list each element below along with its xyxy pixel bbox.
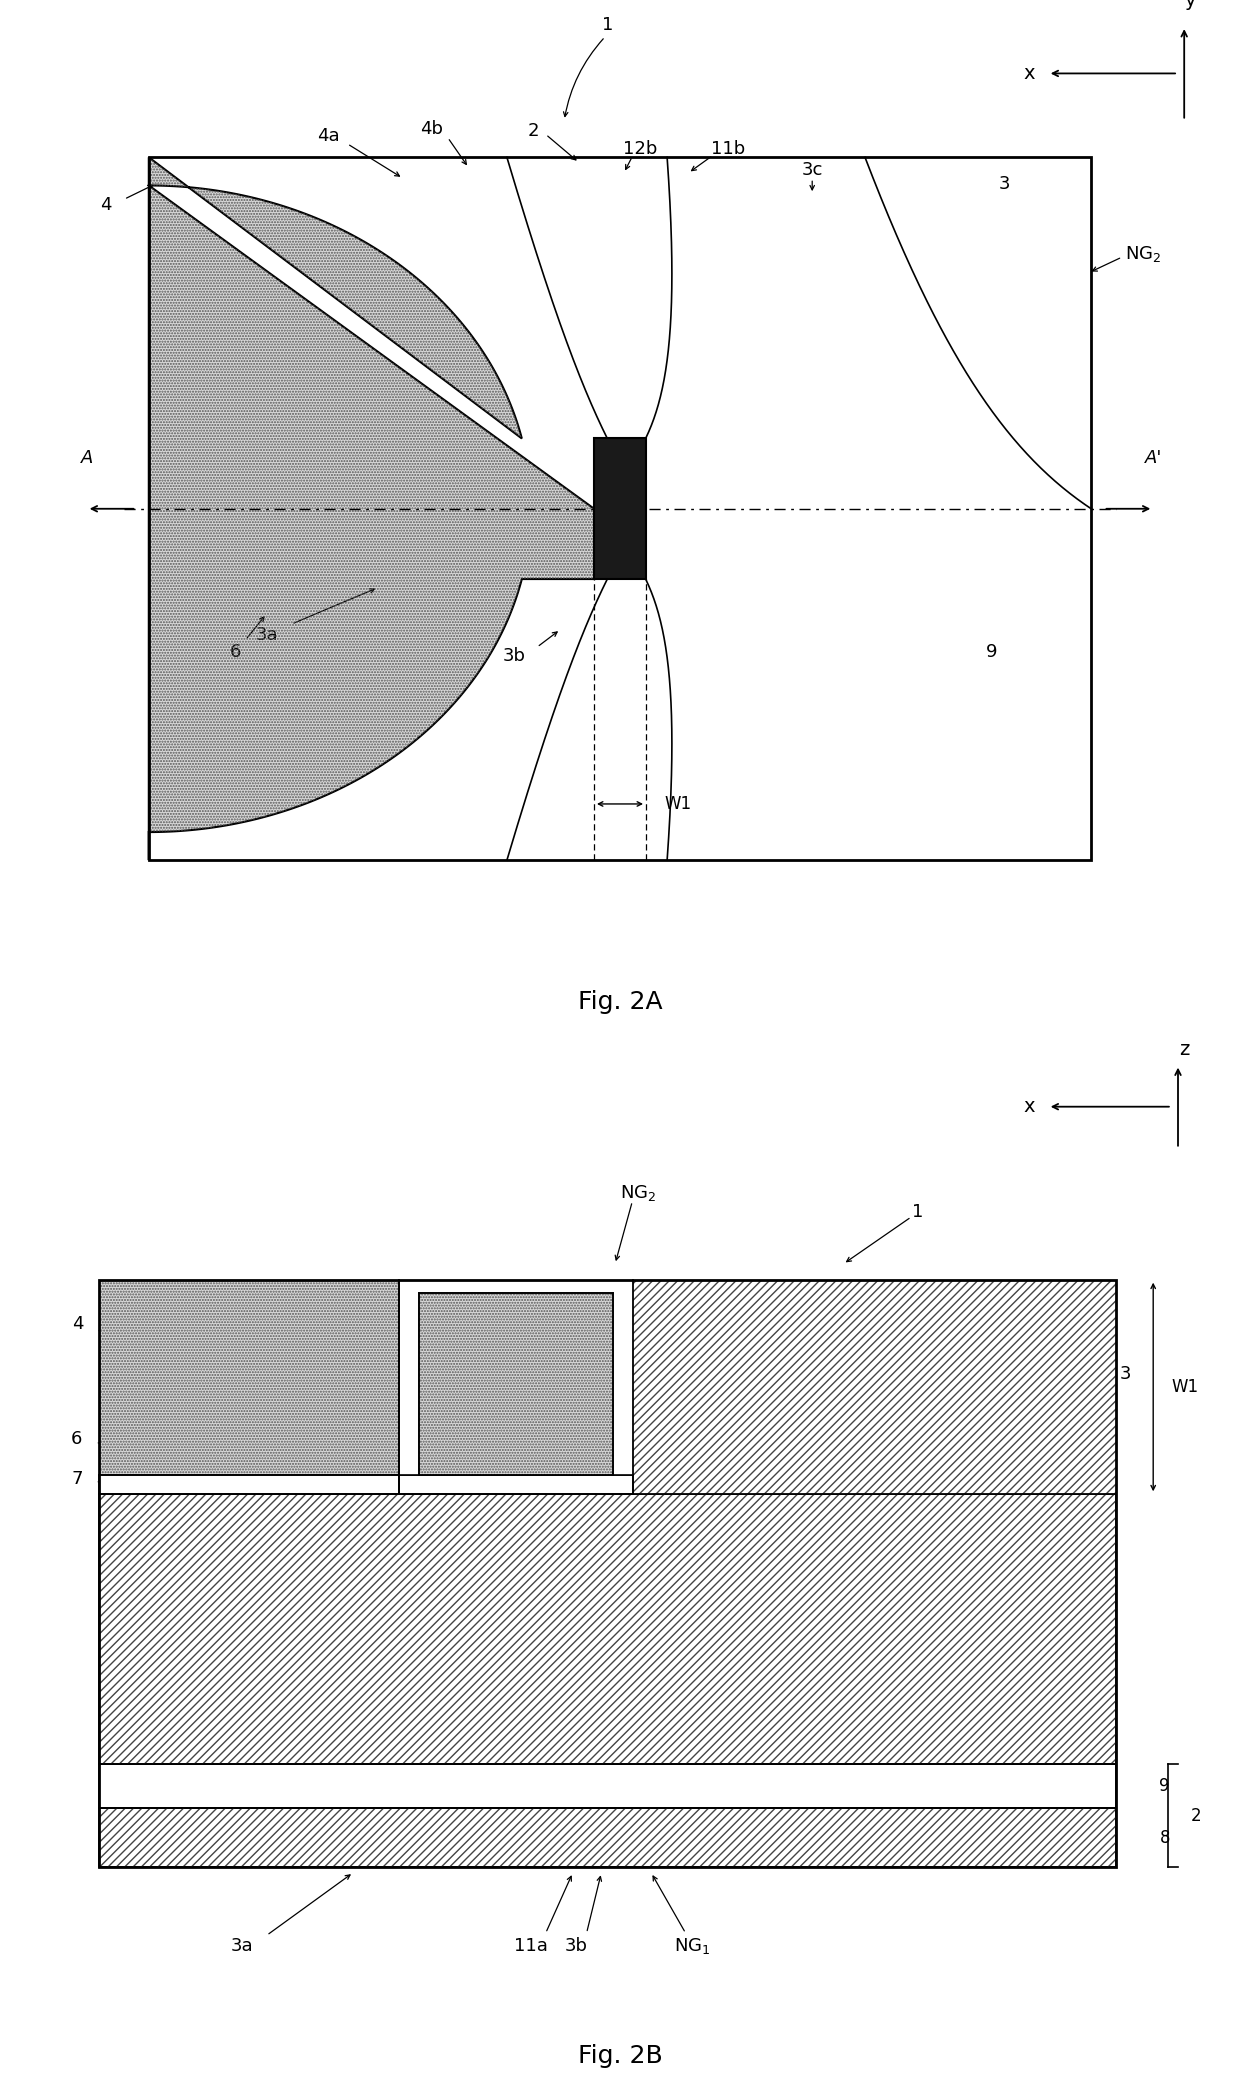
Text: 4a: 4a <box>317 1313 340 1330</box>
Text: A: A <box>81 449 93 466</box>
Text: 3: 3 <box>998 174 1011 193</box>
Text: W1: W1 <box>665 795 692 812</box>
Bar <box>594 438 646 579</box>
Text: 7: 7 <box>71 1471 83 1487</box>
Text: 4b: 4b <box>420 120 443 138</box>
Bar <box>419 1292 613 1475</box>
Text: 3a: 3a <box>255 625 278 644</box>
Text: 3b: 3b <box>503 646 526 665</box>
Bar <box>149 157 1091 860</box>
Text: 1: 1 <box>601 15 614 34</box>
Text: x: x <box>1024 63 1035 84</box>
Text: 6: 6 <box>71 1431 83 1448</box>
Text: 8: 8 <box>1159 1829 1169 1846</box>
Text: NG$_2$: NG$_2$ <box>797 1349 835 1368</box>
Text: Fig. 2B: Fig. 2B <box>578 2043 662 2069</box>
Text: 4a: 4a <box>317 128 340 145</box>
Text: NG$_2$: NG$_2$ <box>1125 243 1161 264</box>
Bar <box>99 1494 1116 1764</box>
Bar <box>99 1280 1116 1867</box>
Text: 3a: 3a <box>231 1936 253 1955</box>
Text: A': A' <box>1145 449 1162 466</box>
Bar <box>99 1280 399 1494</box>
Text: 12b: 12b <box>568 1303 603 1320</box>
Text: 6: 6 <box>229 644 242 661</box>
Bar <box>99 1808 1116 1867</box>
Text: 9: 9 <box>1159 1777 1169 1796</box>
Text: 2: 2 <box>527 122 539 141</box>
Text: 12a: 12a <box>470 1339 505 1357</box>
Text: x: x <box>1024 1097 1035 1116</box>
Bar <box>632 1280 1116 1494</box>
Text: y: y <box>1184 0 1197 10</box>
Text: NG$_2$: NG$_2$ <box>620 1183 657 1202</box>
Text: W1: W1 <box>1172 1378 1199 1395</box>
Text: 1: 1 <box>911 1202 924 1221</box>
Bar <box>99 1764 1116 1808</box>
Text: 3c: 3c <box>916 1366 939 1383</box>
Bar <box>99 1494 1116 1764</box>
Text: 11b: 11b <box>711 141 745 157</box>
Text: NG$_1$: NG$_1$ <box>673 1936 711 1955</box>
Bar <box>99 1475 632 1494</box>
Text: z: z <box>1179 1041 1189 1059</box>
Bar <box>632 1280 1116 1494</box>
Text: 11b: 11b <box>737 1303 771 1320</box>
Bar <box>419 1292 613 1475</box>
Text: 3: 3 <box>1120 1366 1132 1383</box>
Text: Fig. 2A: Fig. 2A <box>578 990 662 1013</box>
Text: 9: 9 <box>986 644 998 661</box>
Bar <box>99 1280 399 1494</box>
Polygon shape <box>149 157 594 860</box>
Text: 12b: 12b <box>622 141 657 157</box>
Text: 2: 2 <box>1190 1806 1202 1825</box>
Text: 4: 4 <box>72 1315 84 1332</box>
Text: 4b: 4b <box>532 1339 554 1355</box>
Text: 3b: 3b <box>565 1936 588 1955</box>
Bar <box>399 1280 632 1475</box>
Text: 3c: 3c <box>801 162 823 178</box>
Text: 11a: 11a <box>513 1936 548 1955</box>
Text: 4: 4 <box>99 195 112 214</box>
Bar <box>99 1808 1116 1867</box>
